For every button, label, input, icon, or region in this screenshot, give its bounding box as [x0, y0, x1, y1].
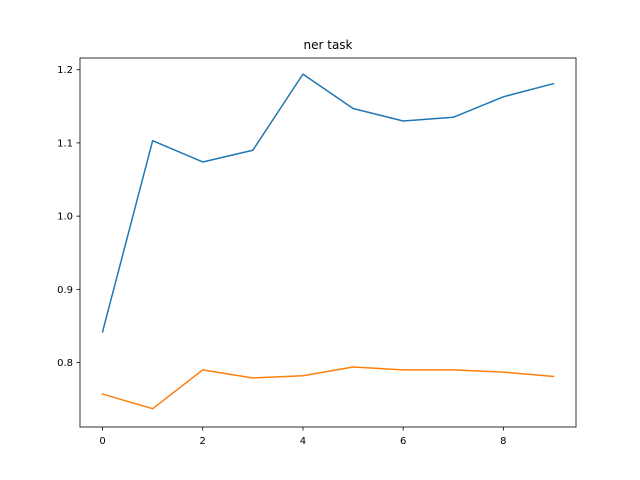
chart-title: ner task [304, 38, 353, 52]
x-tick-label: 2 [200, 436, 206, 447]
series-line-1 [101, 73, 555, 333]
x-tick-label: 6 [400, 436, 406, 447]
y-tick-label: 1.2 [57, 65, 73, 76]
y-tick-label: 0.8 [57, 358, 73, 369]
x-tick-label: 4 [300, 436, 306, 447]
x-axis: 0 2 4 6 8 [99, 427, 507, 447]
y-tick-label: 1.0 [57, 212, 73, 223]
series-line-2 [101, 366, 555, 410]
y-tick-label: 1.1 [57, 138, 73, 149]
x-tick-label: 8 [500, 436, 506, 447]
plot-frame [79, 57, 577, 428]
y-tick-label: 0.9 [57, 285, 73, 296]
x-tick-label: 0 [99, 436, 105, 447]
y-axis: 0.8 0.9 1.0 1.1 1.2 [57, 65, 80, 369]
series-layer [101, 73, 555, 410]
